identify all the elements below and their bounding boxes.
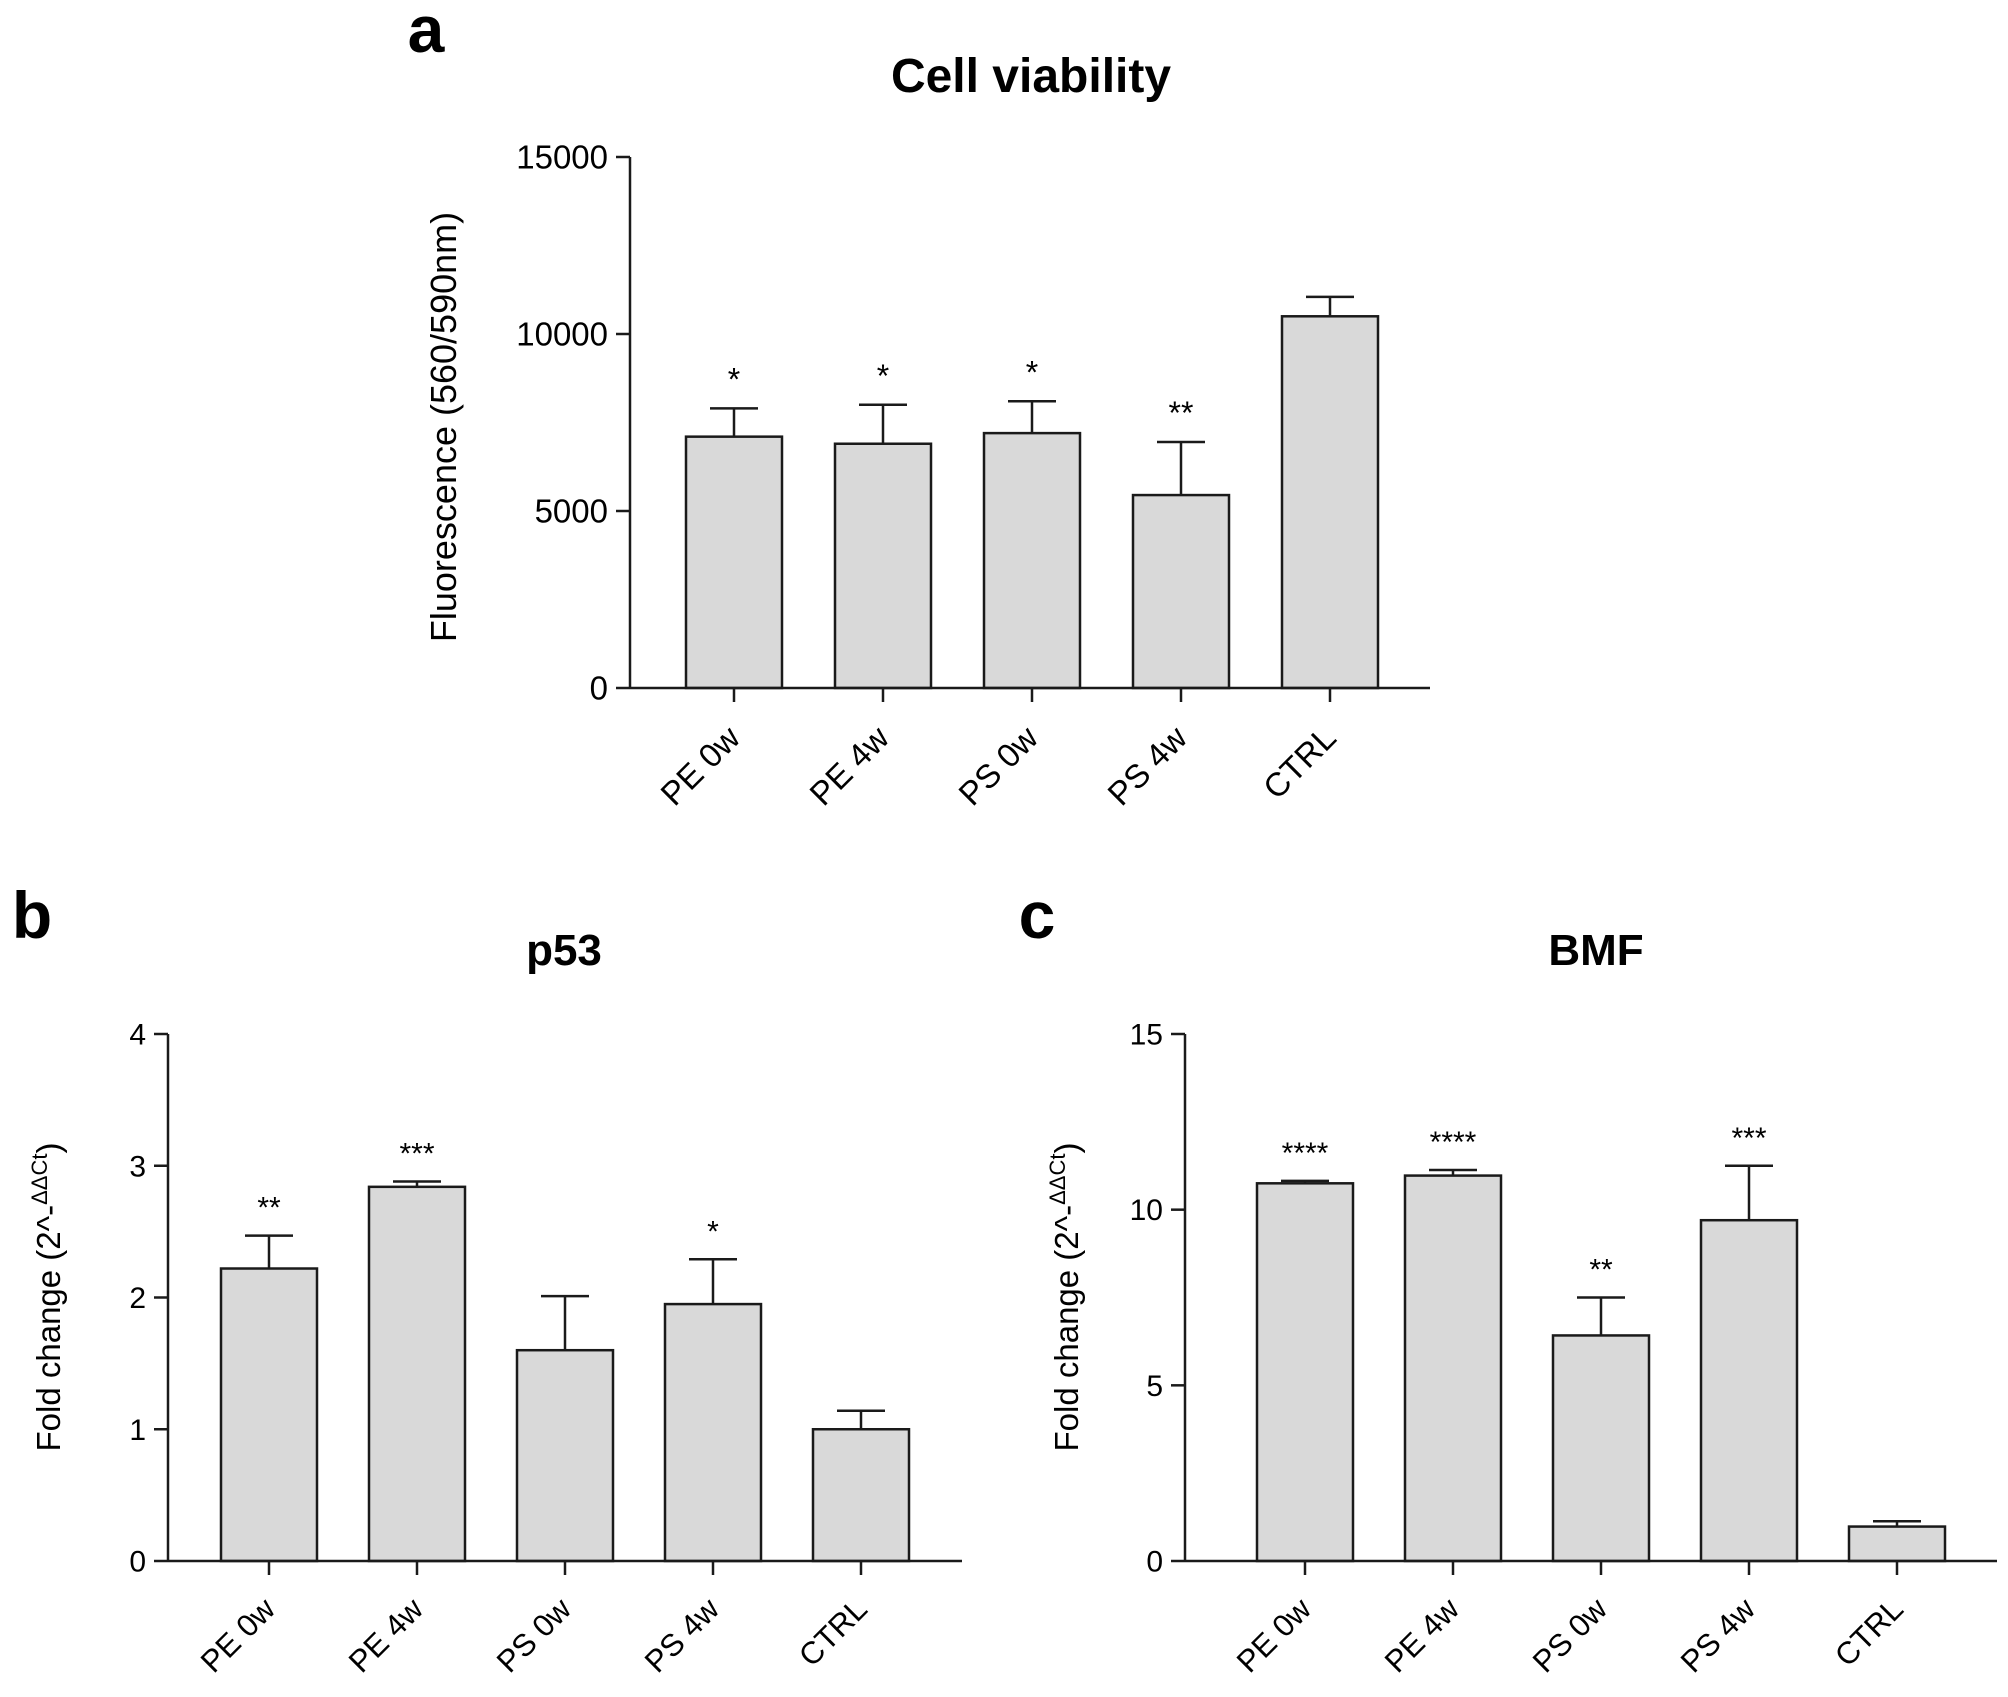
bar-ctrl <box>1280 315 1380 690</box>
y-tick-label: 10000 <box>516 316 608 353</box>
y-tick-label: 15 <box>1130 1019 1163 1052</box>
panel-label-c: c <box>1019 878 1056 952</box>
y-tick-label: 0 <box>129 1546 146 1579</box>
significance-marker: * <box>728 361 740 397</box>
bar-ctrl <box>1847 1525 1947 1563</box>
x-tick-label: PE 0w <box>1230 1591 1319 1680</box>
bar-ps-0w <box>982 431 1082 690</box>
bar-pe-0w <box>219 1267 319 1563</box>
y-axis-label-fold-change: Fold change (2^-ΔΔCt) <box>1045 1142 1085 1451</box>
significance-marker: ** <box>1589 1254 1613 1287</box>
chart-title-cell-viability: Cell viability <box>891 50 1171 103</box>
panel-b: b p53 Fold change (2^-ΔΔCt) ** PE 0w *** PE… <box>12 878 962 1679</box>
x-tick-label: PE 0w <box>653 719 747 813</box>
y-axis-label-superscript: ΔΔCt <box>1045 1153 1070 1204</box>
significance-marker: * <box>877 358 889 394</box>
x-tick-label: PE 4w <box>1378 1591 1467 1680</box>
y-tick-label: 5 <box>1146 1370 1163 1403</box>
x-tick-label: PS 0w <box>951 719 1045 813</box>
y-tick-label: 4 <box>129 1019 146 1052</box>
y-axis-label-fluorescence: Fluorescence (560/590nm) <box>423 212 464 642</box>
significance-marker: **** <box>1282 1137 1329 1170</box>
y-tick-label: 3 <box>129 1150 146 1183</box>
x-tick-label: PS 0w <box>490 1591 579 1680</box>
bar-ctrl <box>811 1428 911 1563</box>
plot-area-b: ** PE 0w *** PE 4w PS 0w * PS 4w CTRL 0 1 2 3 4 <box>129 1019 962 1680</box>
bar-ps-4w <box>1699 1218 1799 1563</box>
bar-ps-0w <box>1551 1334 1651 1563</box>
y-tick-label: 0 <box>590 670 608 707</box>
x-tick-label: PE 4w <box>802 719 896 813</box>
panel-a: a Cell viability Fluorescence (560/590nm… <box>408 0 1430 812</box>
bar-pe-4w <box>833 442 933 690</box>
chart-title-bmf: BMF <box>1548 926 1643 975</box>
x-tick-label: CTRL <box>1828 1591 1910 1673</box>
significance-marker: ** <box>257 1192 281 1225</box>
bar-pe-4w <box>1403 1174 1503 1563</box>
y-axis-label-end: ) <box>1048 1142 1085 1153</box>
panel-label-a: a <box>408 0 446 66</box>
chart-title-p53: p53 <box>526 926 602 975</box>
x-tick-label: PS 4w <box>638 1591 727 1680</box>
bar-pe-0w <box>684 435 784 690</box>
x-tick-label: PE 0w <box>194 1591 283 1680</box>
y-axis-label-main: Fold change (2^- <box>1048 1205 1085 1452</box>
y-tick-label: 0 <box>1146 1546 1163 1579</box>
significance-marker: *** <box>399 1138 434 1171</box>
bar-ps-4w <box>1131 493 1231 690</box>
x-tick-label: PE 4w <box>342 1591 431 1680</box>
x-tick-label: CTRL <box>1256 719 1343 806</box>
plot-area-c: **** PE 0w **** PE 4w ** PS 0w *** PS 4w CTRL 0 5 1… <box>1130 1019 1997 1680</box>
y-axis-label-fold-change: Fold change (2^-ΔΔCt) <box>27 1142 67 1451</box>
x-tick-label: PS 4w <box>1674 1591 1763 1680</box>
y-tick-label: 15000 <box>516 139 608 176</box>
y-tick-label: 5000 <box>535 493 608 530</box>
significance-marker: **** <box>1430 1126 1477 1159</box>
y-tick-label: 1 <box>129 1414 146 1447</box>
significance-marker: ** <box>1169 395 1194 431</box>
x-tick-label: PS 4w <box>1100 719 1194 813</box>
significance-marker: *** <box>1731 1122 1766 1155</box>
x-tick-label: CTRL <box>792 1591 874 1673</box>
bar-pe-4w <box>367 1185 467 1563</box>
y-tick-label: 2 <box>129 1282 146 1315</box>
plot-area-a: * PE 0w * PE 4w * PS 0w ** PS 4w CTRL 0 5000 10000 1… <box>516 139 1430 813</box>
bar-ps-0w <box>515 1348 615 1563</box>
panel-c: c BMF Fold change (2^-ΔΔCt) ****PE 0w***… <box>1019 878 1997 1679</box>
significance-marker: * <box>1026 354 1038 390</box>
y-axis-label-end: ) <box>30 1142 67 1153</box>
bar-ps-4w <box>663 1302 763 1563</box>
panel-label-b: b <box>12 878 52 952</box>
significance-marker: * <box>707 1215 719 1248</box>
bar-pe-0w <box>1255 1182 1355 1563</box>
y-axis-label-superscript: ΔΔCt <box>27 1153 52 1204</box>
y-tick-label: 10 <box>1130 1194 1163 1227</box>
x-tick-label: PS 0w <box>1526 1591 1615 1680</box>
y-axis-label-main: Fold change (2^- <box>30 1205 67 1452</box>
